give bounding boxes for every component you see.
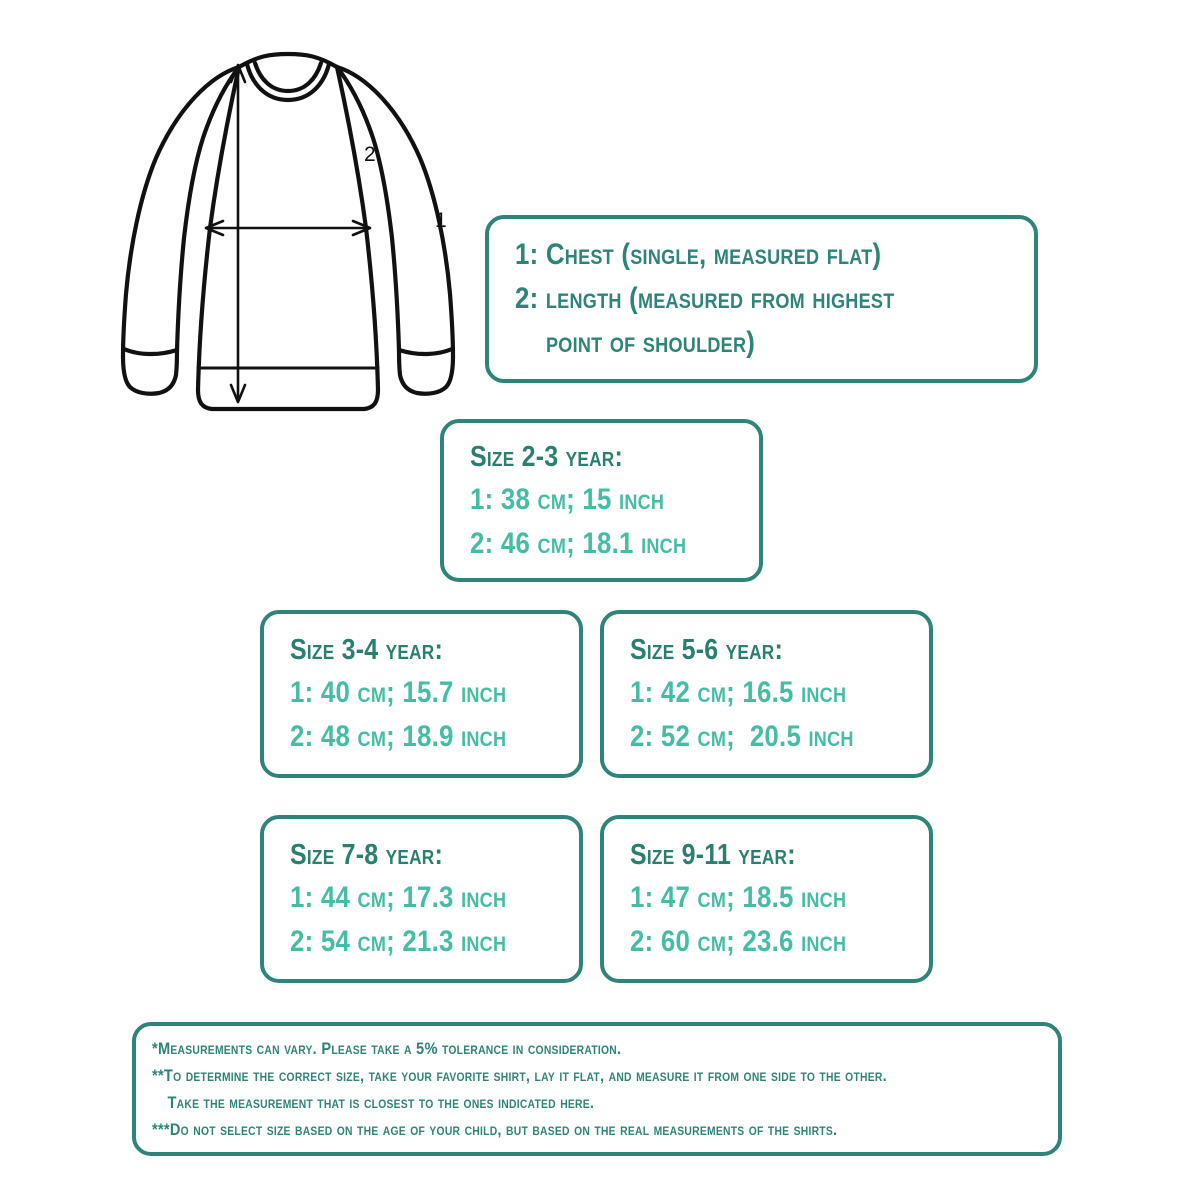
chest-dimension-label: 1 (435, 209, 447, 232)
footnote-how-to-measure: **To determine the correct size, take yo… (152, 1066, 887, 1085)
size-title: Size 7-8 year: (290, 839, 444, 871)
size-box-7-8-year: Size 7-8 year: 1: 44 cm; 17.3 inch 2: 54… (260, 815, 583, 983)
footnotes-box: *Measurements can vary. Please take a 5%… (132, 1022, 1062, 1156)
size-chest-value: 1: 38 cm; 15 inch (470, 482, 665, 516)
sweatshirt-icon (120, 51, 456, 412)
size-box-3-4-year: Size 3-4 year: 1: 40 cm; 15.7 inch 2: 48… (260, 610, 583, 778)
size-length-value: 2: 54 cm; 21.3 inch (290, 925, 507, 958)
size-length-value: 2: 48 cm; 18.9 inch (290, 720, 507, 753)
size-title: Size 9-11 year: (630, 839, 796, 871)
size-title: Size 3-4 year: (290, 634, 444, 666)
size-length-value: 2: 60 cm; 23.6 inch (630, 925, 847, 958)
footnote-do-not-use-age: ***Do not select size based on the age o… (152, 1120, 838, 1139)
measurement-legend-box: 1: Chest (single, measured flat) 2: leng… (485, 215, 1038, 383)
footnote-tolerance: *Measurements can vary. Please take a 5%… (152, 1039, 622, 1058)
length-dimension-label: 2 (364, 143, 376, 166)
legend-line-length: 2: length (measured from highest (515, 282, 895, 315)
size-box-2-3-year: Size 2-3 year: 1: 38 cm; 15 inch 2: 46 c… (440, 419, 763, 582)
size-length-value: 2: 52 cm; 20.5 inch (630, 720, 854, 753)
size-chest-value: 1: 42 cm; 16.5 inch (630, 676, 847, 709)
chest-arrow (204, 219, 372, 237)
length-arrow (229, 63, 247, 404)
size-chest-value: 1: 40 cm; 15.7 inch (290, 676, 507, 709)
size-chest-value: 1: 44 cm; 17.3 inch (290, 881, 507, 914)
size-box-5-6-year: Size 5-6 year: 1: 42 cm; 16.5 inch 2: 52… (600, 610, 933, 778)
legend-line-chest: 1: Chest (single, measured flat) (515, 238, 882, 271)
size-chest-value: 1: 47 cm; 18.5 inch (630, 881, 847, 914)
footnote-how-to-measure-cont: Take the measurement that is closest to … (167, 1093, 595, 1112)
size-title: Size 5-6 year: (630, 634, 784, 666)
size-box-9-11-year: Size 9-11 year: 1: 47 cm; 18.5 inch 2: 6… (600, 815, 933, 983)
size-title: Size 2-3 year: (470, 440, 624, 473)
legend-line-length-cont: point of shoulder) (545, 326, 756, 359)
size-length-value: 2: 46 cm; 18.1 inch (470, 526, 687, 560)
garment-illustration: 2 1 (118, 38, 458, 420)
